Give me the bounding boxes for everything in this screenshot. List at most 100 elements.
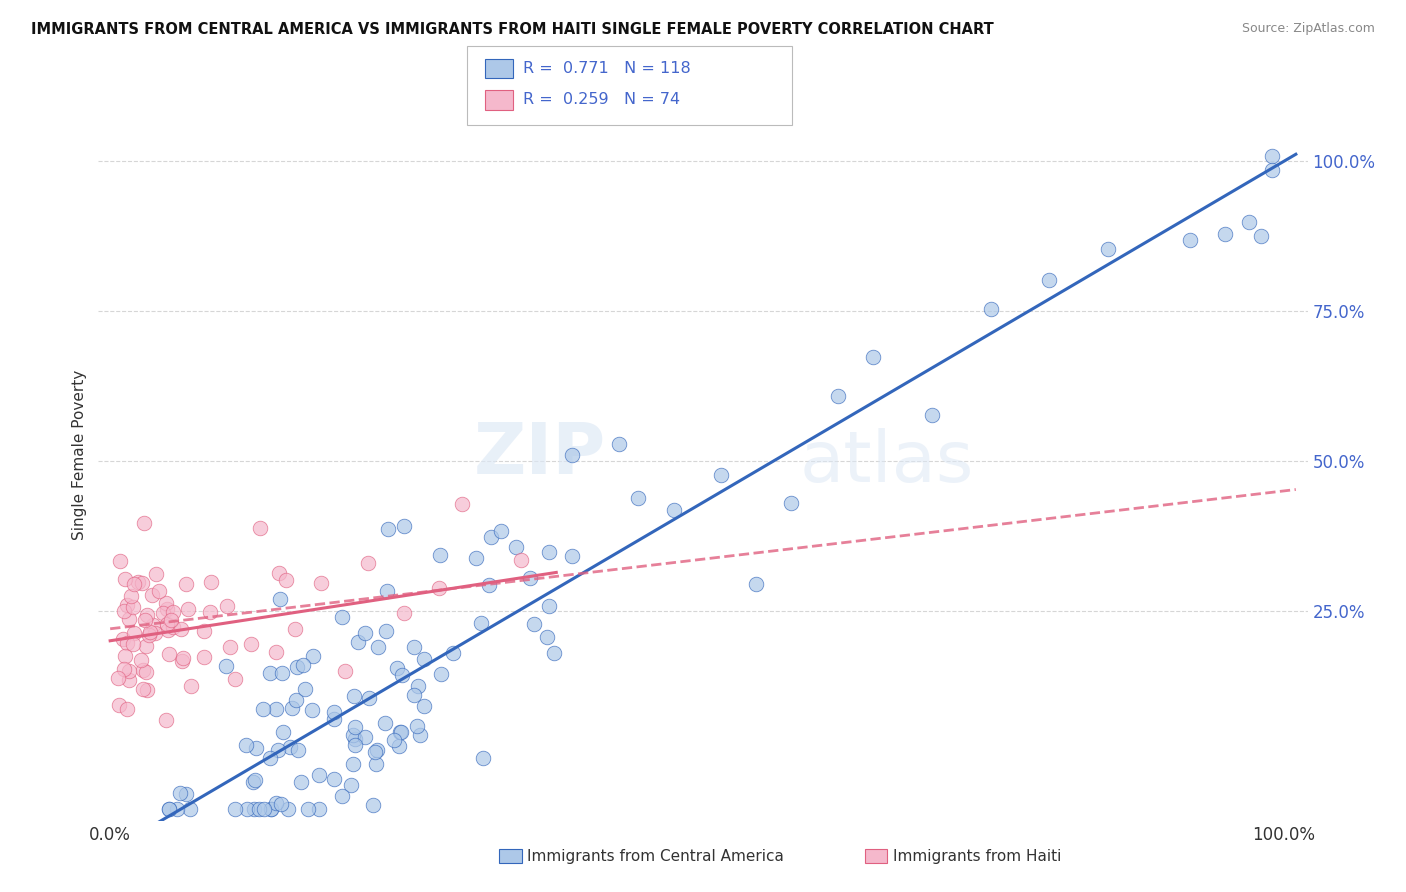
Point [346,634,368,648]
Point [270,797,292,811]
Point [142,617,165,632]
Point [243,772,266,787]
Point [290,775,312,789]
Point [980,302,1002,317]
Point [285,660,308,674]
Point [157,802,180,816]
Point [470,615,492,630]
Point [141,588,163,602]
Point [152,607,174,621]
Point [607,436,630,450]
Point [240,637,263,651]
Point [280,701,302,715]
Point [277,802,299,816]
Point [308,768,330,782]
Point [536,630,558,644]
Point [118,673,141,687]
Point [627,491,650,505]
Point [392,519,415,533]
Point [322,712,344,726]
Text: ZIP: ZIP [474,420,606,490]
Point [200,574,222,589]
Point [264,702,287,716]
Point [120,589,142,603]
Point [430,666,453,681]
Point [278,739,301,754]
Point [174,787,197,801]
Point [561,549,583,564]
Point [451,497,474,511]
Point [155,596,177,610]
Point [1215,227,1237,241]
Point [253,802,276,816]
Point [243,802,266,816]
Point [710,467,733,482]
Point [145,566,167,581]
Point [523,617,546,632]
Text: R =  0.259   N = 74: R = 0.259 N = 74 [523,93,681,107]
Point [131,575,153,590]
Point [224,672,246,686]
Point [1097,242,1119,256]
Point [242,774,264,789]
Point [478,578,501,592]
Point [139,624,162,639]
Point [412,651,434,665]
Point [215,658,238,673]
Y-axis label: Single Female Poverty: Single Female Poverty [72,370,87,540]
Point [827,389,849,403]
Point [343,690,366,704]
Point [121,637,143,651]
Point [343,720,366,734]
Point [330,789,353,803]
Point [333,664,356,678]
Point [538,599,561,614]
Point [271,725,294,739]
Point [561,448,583,462]
Point [235,738,257,752]
Point [114,648,136,663]
Point [537,545,560,559]
Point [157,647,180,661]
Point [862,351,884,365]
Point [1180,233,1202,247]
Point [409,728,432,742]
Point [745,576,768,591]
Point [134,665,156,679]
Point [115,702,138,716]
Point [224,802,246,816]
Point [479,530,502,544]
Point [441,646,464,660]
Point [1038,272,1060,286]
Point [1237,215,1260,229]
Point [266,797,288,811]
Point [132,516,155,530]
Point [374,715,396,730]
Point [259,802,281,816]
Point [342,728,364,742]
Point [388,739,411,754]
Point [259,802,281,816]
Point [155,713,177,727]
Point [118,612,141,626]
Point [505,540,527,554]
Point [155,602,177,616]
Point [269,566,291,580]
Point [297,802,319,816]
Point [464,550,486,565]
Point [1250,229,1272,244]
Point [330,610,353,624]
Text: atlas: atlas [800,428,974,497]
Point [118,664,141,678]
Point [302,648,325,663]
Point [361,797,384,812]
Point [247,802,270,816]
Point [107,671,129,685]
Point [174,577,197,591]
Point [198,605,221,619]
Point [180,680,202,694]
Point [413,699,436,714]
Point [519,571,541,585]
Point [311,575,333,590]
Point [276,574,298,588]
